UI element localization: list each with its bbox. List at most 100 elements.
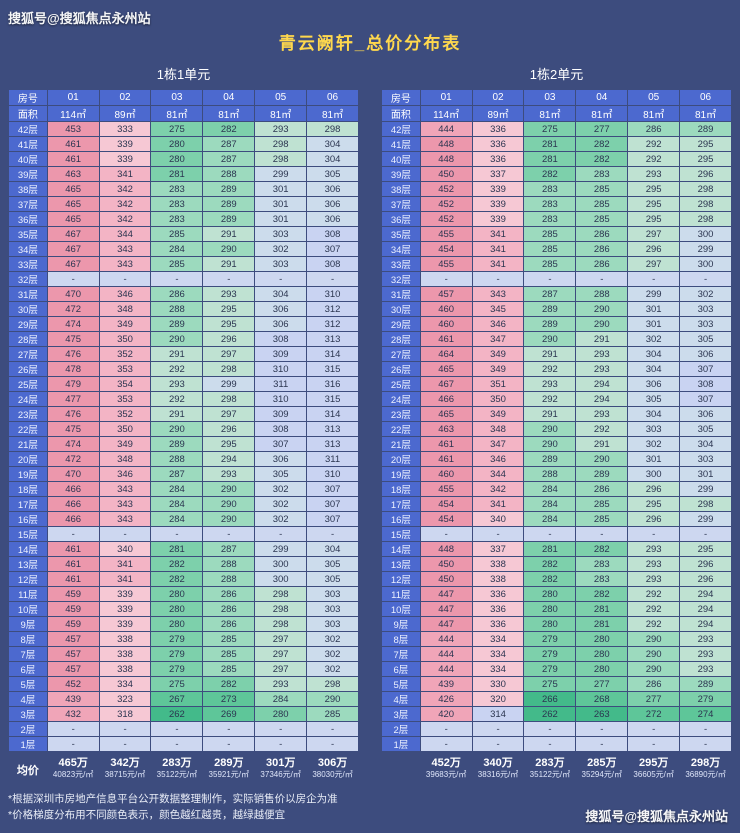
table-row: 1层 - - - - - - xyxy=(382,737,731,751)
floor-label: 25层 xyxy=(382,377,420,391)
floor-label: 27层 xyxy=(9,347,47,361)
price-cell: 290 xyxy=(203,512,255,526)
price-cell: 279 xyxy=(680,692,731,706)
price-cell: - xyxy=(151,272,203,286)
avg-label: 均价 xyxy=(16,765,39,777)
price-cell: - xyxy=(151,527,203,541)
price-cell: 299 xyxy=(203,377,255,391)
table-row: 17层 466 343 284 290 302 307 xyxy=(9,497,358,511)
price-cell: 336 xyxy=(472,152,524,166)
price-cell: 308 xyxy=(255,422,307,436)
floor-label: 26层 xyxy=(382,362,420,376)
price-cell: 314 xyxy=(472,707,524,721)
price-cell: 333 xyxy=(99,122,151,136)
price-cell: 341 xyxy=(472,242,524,256)
price-cell: 298 xyxy=(255,617,307,631)
table-row: 23层 476 352 291 297 309 314 xyxy=(9,407,358,421)
floor-label: 21层 xyxy=(9,437,47,451)
price-cell: 466 xyxy=(420,392,472,406)
price-cell: 302 xyxy=(255,482,307,496)
price-cell: 310 xyxy=(255,362,307,376)
price-cell: 474 xyxy=(47,437,99,451)
price-cell: 282 xyxy=(576,152,628,166)
unit-1-title: 1栋1单元 xyxy=(156,67,211,82)
price-cell: 477 xyxy=(47,392,99,406)
price-cell: 284 xyxy=(524,482,576,496)
price-cell: 298 xyxy=(680,182,731,196)
avg-price: 289万 xyxy=(214,757,244,769)
price-cell: 283 xyxy=(151,197,203,211)
price-cell: 306 xyxy=(255,317,307,331)
price-cell: 301 xyxy=(255,212,307,226)
price-cell: 463 xyxy=(47,167,99,181)
price-cell: 296 xyxy=(680,572,731,586)
price-cell: 472 xyxy=(47,302,99,316)
avg-unit-price: 35122元/㎡ xyxy=(156,770,198,779)
table-row: 25层 467 351 293 294 306 308 xyxy=(382,377,731,391)
price-cell: 295 xyxy=(203,437,255,451)
floor-label: 41层 xyxy=(382,137,420,151)
price-cell: 280 xyxy=(151,602,203,616)
table-row: 4层 426 320 266 268 277 279 xyxy=(382,692,731,706)
price-cell: 287 xyxy=(524,287,576,301)
price-cell: 312 xyxy=(307,302,358,316)
price-cell: 463 xyxy=(420,422,472,436)
floor-label: 28层 xyxy=(9,332,47,346)
table-row: 33层 455 341 285 286 297 300 xyxy=(382,257,731,271)
table-row: 15层 - - - - - - xyxy=(382,527,731,541)
price-cell: - xyxy=(420,527,472,541)
table-row: 39层 450 337 282 283 293 296 xyxy=(382,167,731,181)
table-row: 40层 461 339 280 287 298 304 xyxy=(9,152,358,166)
price-cell: 287 xyxy=(203,137,255,151)
price-cell: 303 xyxy=(680,317,731,331)
floor-label: 38层 xyxy=(9,182,47,196)
price-cell: 334 xyxy=(472,632,524,646)
price-cell: 281 xyxy=(524,542,576,556)
room-number-header: 01 xyxy=(47,90,99,105)
price-cell: 289 xyxy=(524,317,576,331)
price-cell: 464 xyxy=(420,347,472,361)
floor-label: 37层 xyxy=(9,197,47,211)
price-cell: 302 xyxy=(680,287,731,301)
price-cell: 444 xyxy=(420,632,472,646)
avg-price: 465万 xyxy=(58,757,88,769)
price-cell: 336 xyxy=(472,137,524,151)
price-cell: 293 xyxy=(151,377,203,391)
price-cell: 294 xyxy=(680,602,731,616)
price-cell: 339 xyxy=(99,602,151,616)
price-cell: 349 xyxy=(472,362,524,376)
price-cell: 299 xyxy=(255,167,307,181)
table-row: 6层 444 334 279 280 290 293 xyxy=(382,662,731,676)
price-cell: 336 xyxy=(472,122,524,136)
table-row: 31层 457 343 287 288 299 302 xyxy=(382,287,731,301)
price-cell: - xyxy=(472,272,524,286)
room-number-header: 05 xyxy=(255,90,307,105)
price-cell: 314 xyxy=(307,347,358,361)
table-row: 37层 465 342 283 289 301 306 xyxy=(9,197,358,211)
price-cell: 262 xyxy=(151,707,203,721)
price-cell: 279 xyxy=(151,647,203,661)
table-row: 38层 465 342 283 289 301 306 xyxy=(9,182,358,196)
price-cell: 277 xyxy=(628,692,680,706)
table-row: 21层 461 347 290 291 302 304 xyxy=(382,437,731,451)
price-cell: 302 xyxy=(307,647,358,661)
price-cell: 339 xyxy=(99,137,151,151)
price-cell: 285 xyxy=(576,512,628,526)
page-title: 青云阙轩_总价分布表 xyxy=(278,34,462,53)
price-cell: 305 xyxy=(307,557,358,571)
price-cell: 350 xyxy=(99,422,151,436)
price-cell: 349 xyxy=(99,437,151,451)
avg-unit-price: 36605元/㎡ xyxy=(633,770,674,779)
avg-price: 342万 xyxy=(110,757,140,769)
floor-label: 32层 xyxy=(9,272,47,286)
price-cell: - xyxy=(203,737,255,751)
price-cell: 282 xyxy=(524,572,576,586)
price-cell: 292 xyxy=(628,617,680,631)
table-row: 22层 463 348 290 292 303 305 xyxy=(382,422,731,436)
price-cell: 338 xyxy=(99,647,151,661)
price-cell: 303 xyxy=(307,587,358,601)
table-row: 15层 - - - - - - xyxy=(9,527,358,541)
price-cell: 461 xyxy=(420,437,472,451)
price-cell: 315 xyxy=(307,392,358,406)
price-cell: - xyxy=(420,272,472,286)
